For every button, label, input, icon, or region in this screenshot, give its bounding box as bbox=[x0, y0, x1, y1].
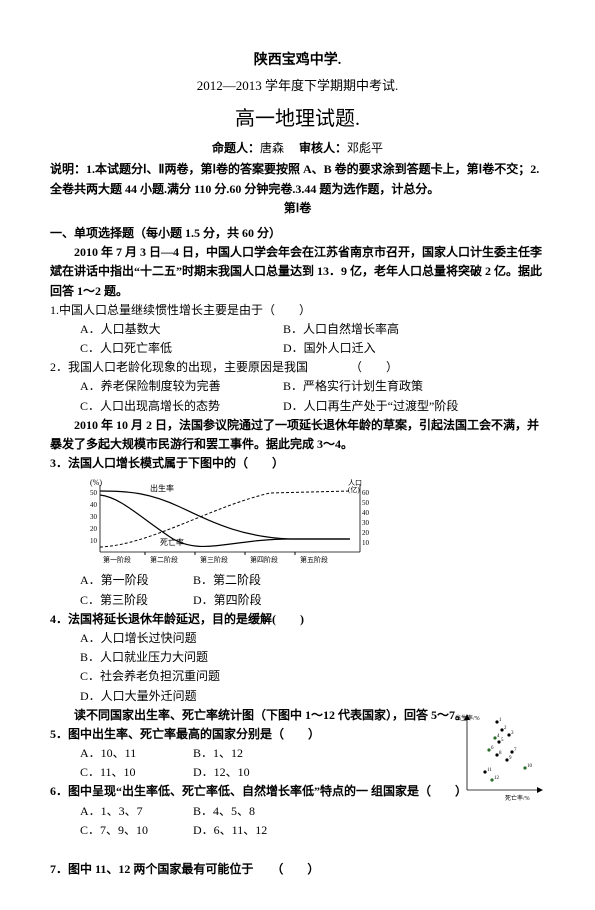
scatter-xlabel: 死亡率/% bbox=[505, 794, 530, 802]
svg-text:8: 8 bbox=[499, 751, 502, 756]
section1-heading: 一、单项选择题（每小题 1.5 分，共 60 分） bbox=[50, 224, 545, 243]
q2-B: B．严格实行计划生育政策 bbox=[283, 377, 483, 396]
svg-text:第五阶段: 第五阶段 bbox=[300, 555, 328, 564]
s1-label: 出生率 bbox=[150, 483, 174, 493]
svg-text:20: 20 bbox=[362, 529, 370, 537]
svg-text:11: 11 bbox=[487, 768, 492, 773]
instructions: 说明：1.本试题分Ⅰ、Ⅱ两卷，第Ⅰ卷的答案要按照 A、B 卷的要求涂到答题卡上，… bbox=[50, 160, 545, 198]
scatter-chart: 出生率/% 死亡率/% 1211 10 9 8 7 6 54 321 bbox=[455, 712, 545, 802]
q2-D: D．人口再生产处于“过渡型”阶段 bbox=[283, 397, 483, 416]
death-line bbox=[100, 495, 350, 546]
svg-text:第二阶段: 第二阶段 bbox=[150, 555, 178, 564]
svg-text:5: 5 bbox=[501, 738, 504, 743]
q6-C: C．7、9、10 bbox=[80, 821, 190, 840]
q3-C: C．第三阶段 bbox=[80, 591, 190, 610]
svg-text:50: 50 bbox=[90, 489, 98, 497]
svg-text:10: 10 bbox=[362, 539, 370, 547]
svg-text:40: 40 bbox=[362, 509, 370, 517]
q5-D: D．12、10 bbox=[193, 763, 303, 782]
author-label: 命题人： bbox=[212, 141, 260, 155]
q6-opts: A．1、3、7 B．4、5、8 C．7、9、10 D．6、11、12 bbox=[50, 802, 545, 840]
svg-text:50: 50 bbox=[362, 499, 370, 507]
svg-text:第三阶段: 第三阶段 bbox=[200, 555, 228, 564]
q6-A: A．1、3、7 bbox=[80, 802, 190, 821]
reviewer-label: 审核人： bbox=[299, 141, 347, 155]
q2-opts: A．养老保险制度较为完善 B．严格实行计划生育政策 C．人口出现高增长的态势 D… bbox=[50, 377, 545, 415]
byline: 命题人：唐森 审核人：邓彪平 bbox=[50, 139, 545, 158]
q5-A: A．10、11 bbox=[80, 744, 190, 763]
svg-text:9: 9 bbox=[509, 756, 512, 761]
term-line: 2012—2013 学年度下学期期中考试. bbox=[50, 76, 545, 97]
q3-D: D．第四阶段 bbox=[193, 591, 303, 610]
subject-title: 高一地理试题. bbox=[50, 103, 545, 135]
q3-B: B．第二阶段 bbox=[193, 571, 303, 590]
s2-label: 死亡率 bbox=[160, 537, 184, 547]
svg-text:30: 30 bbox=[90, 513, 98, 521]
q1-stem: 1.中国人口总量继续惯性增长主要是由于（ ） bbox=[50, 301, 545, 320]
q4-opts: A．人口增长过快问题 B．人口就业压力大问题 C．社会养老负担沉重问题 D．人口… bbox=[50, 629, 545, 706]
q2-C: C．人口出现高增长的态势 bbox=[80, 397, 280, 416]
intro1: 2010 年 7 月 3 日—4 日，中国人口学会年会在江苏省南京市召开，国家人… bbox=[50, 243, 545, 301]
q5-C: C．11、10 bbox=[80, 763, 190, 782]
q3-A: A．第一阶段 bbox=[80, 571, 190, 590]
q1-D: D．国外人口迁入 bbox=[283, 339, 483, 358]
q1-A: A．人口基数大 bbox=[80, 320, 280, 339]
svg-text:40: 40 bbox=[90, 501, 98, 509]
svg-text:第四阶段: 第四阶段 bbox=[250, 555, 278, 564]
svg-text:30: 30 bbox=[362, 519, 370, 527]
q3-opts: A．第一阶段 B．第二阶段 C．第三阶段 D．第四阶段 bbox=[50, 571, 545, 609]
svg-text:12: 12 bbox=[494, 776, 500, 781]
svg-text:第一阶段: 第一阶段 bbox=[103, 555, 131, 564]
svg-text:20: 20 bbox=[90, 525, 98, 533]
part-label: 第Ⅰ卷 bbox=[50, 199, 545, 218]
svg-text:10: 10 bbox=[90, 537, 98, 545]
q1-opts: A．人口基数大 B．人口自然增长率高 C．人口死亡率低 D．国外人口迁入 bbox=[50, 320, 545, 358]
svg-text:6: 6 bbox=[491, 746, 494, 751]
svg-text:(亿): (亿) bbox=[348, 485, 360, 494]
svg-text:7: 7 bbox=[514, 748, 517, 753]
intro2: 2010 年 10 月 2 日，法国参议院通过了一项延长退休年龄的草案，引起法国… bbox=[50, 416, 545, 454]
reviewer-name: 邓彪平 bbox=[347, 141, 383, 155]
q4-B: B．人口就业压力大问题 bbox=[80, 648, 545, 667]
svg-text:4: 4 bbox=[497, 734, 500, 739]
q6-B: B．4、5、8 bbox=[193, 802, 303, 821]
yleft-label: (%) bbox=[90, 478, 102, 487]
svg-text:10: 10 bbox=[527, 764, 533, 769]
svg-text:1: 1 bbox=[499, 718, 502, 723]
demographic-chart: (%) 50 40 30 20 10 人口 (亿) 60 50 40 30 20… bbox=[90, 477, 370, 567]
q5-B: B．1、12 bbox=[193, 744, 303, 763]
q2-stem: 2．我国人口老龄化现象的出现，主要原因是我国 （ ） bbox=[50, 358, 545, 377]
q3-stem: 3．法国人口增长模式属于下图中的（ ） bbox=[50, 454, 545, 473]
q4-C: C．社会养老负担沉重问题 bbox=[80, 667, 545, 686]
svg-text:3: 3 bbox=[511, 731, 514, 736]
q1-C: C．人口死亡率低 bbox=[80, 339, 280, 358]
school-name: 陕西宝鸡中学. bbox=[50, 50, 545, 72]
svg-text:60: 60 bbox=[362, 489, 370, 497]
q6-D: D．6、11、12 bbox=[193, 821, 303, 840]
scatter-ylabel: 出生率/% bbox=[455, 714, 480, 722]
birth-line bbox=[100, 491, 350, 539]
q4-D: D．人口大量外迁问题 bbox=[80, 687, 545, 706]
q4-A: A．人口增长过快问题 bbox=[80, 629, 545, 648]
svg-text:2: 2 bbox=[504, 726, 507, 731]
q1-B: B．人口自然增长率高 bbox=[283, 320, 483, 339]
q2-A: A．养老保险制度较为完善 bbox=[80, 377, 280, 396]
q7-stem: 7．图中 11、12 两个国家最有可能位于 （ ） bbox=[50, 860, 545, 879]
author-name: 唐森 bbox=[260, 141, 284, 155]
q4-stem: 4．法国将延长退休年龄延迟，目的是缓解( ) bbox=[50, 610, 545, 629]
